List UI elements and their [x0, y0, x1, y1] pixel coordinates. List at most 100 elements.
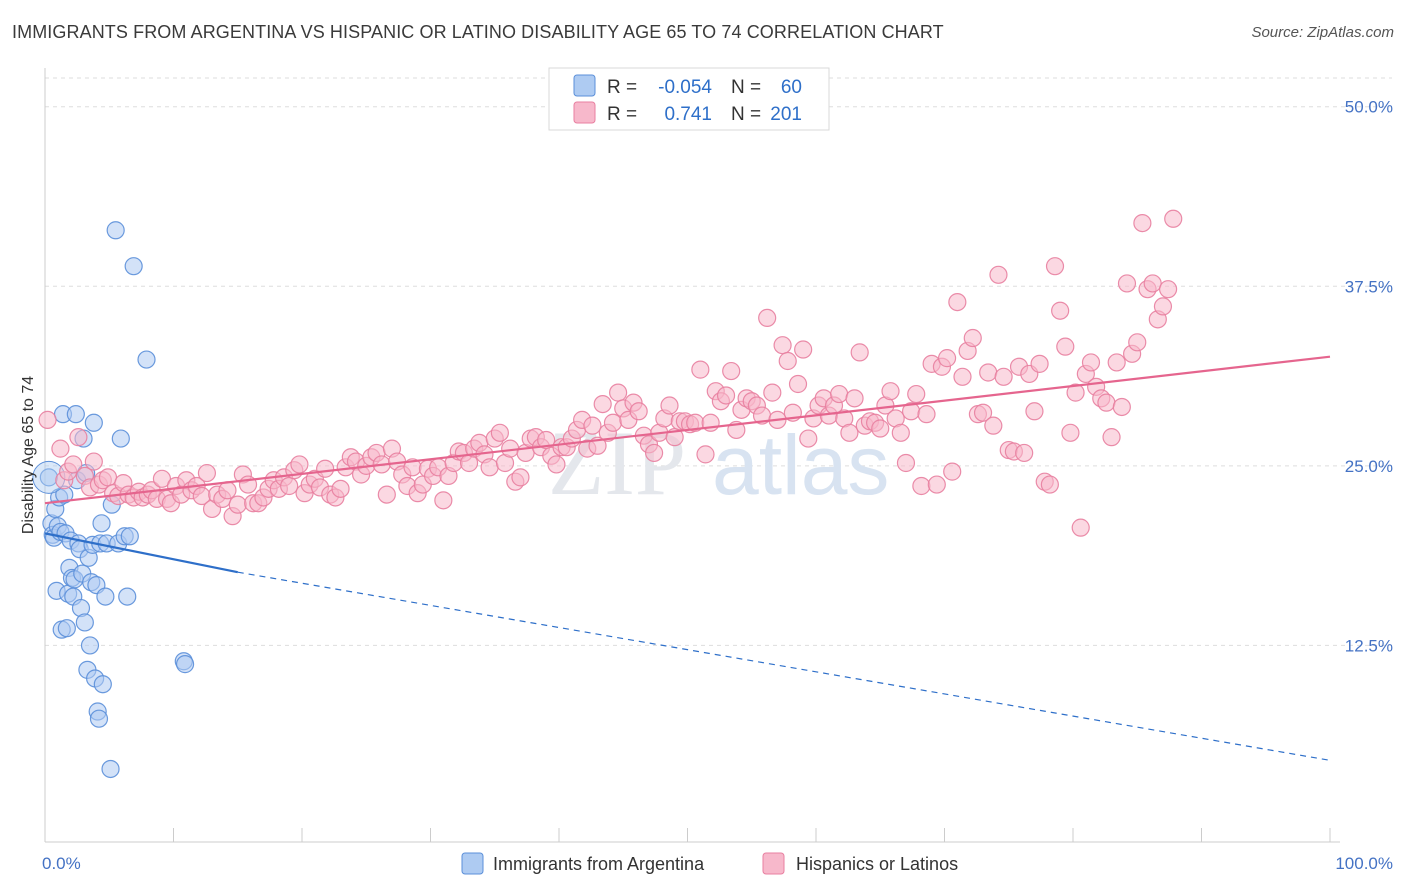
data-point-hispanic	[937, 349, 957, 368]
data-point-argentina	[120, 527, 139, 546]
grid-layer: 12.5% 25.0% 37.5% 50.0%	[45, 77, 1393, 655]
data-point-argentina	[75, 613, 94, 632]
legend-r-label: R =	[607, 77, 637, 98]
data-point-hispanic	[984, 416, 1003, 435]
data-point-argentina	[118, 587, 137, 606]
legend-r-value: -0.054	[658, 77, 712, 98]
data-point-hispanic	[490, 423, 509, 442]
data-point-hispanic	[152, 469, 172, 488]
data-point-hispanic	[1081, 353, 1101, 372]
data-point-hispanic	[644, 443, 664, 463]
data-point-hispanic	[218, 481, 237, 500]
data-point-hispanic	[907, 384, 926, 404]
data-point-hispanic	[881, 382, 900, 401]
bottom-legend-label-argentina: Immigrants from Argentina	[493, 854, 705, 874]
legend-n-label: N =	[731, 77, 761, 98]
trendline-argentina-dashed	[237, 571, 1331, 761]
data-point-hispanic	[1045, 257, 1065, 276]
data-point-hispanic	[778, 351, 797, 371]
data-point-hispanic	[603, 413, 623, 432]
data-point-hispanic	[1117, 274, 1137, 293]
data-point-hispanic	[963, 328, 982, 348]
bottom-legend-label-hispanic: Hispanics or Latinos	[796, 854, 958, 874]
data-point-hispanic	[1143, 274, 1162, 293]
data-point-hispanic	[891, 423, 910, 442]
legend-swatch-argentina	[573, 74, 596, 97]
axis-layer: 0.0% 100.0%	[42, 68, 1393, 873]
data-point-hispanic	[629, 402, 648, 421]
legend-bottom: Immigrants from Argentina Hispanics or L…	[461, 852, 958, 875]
data-point-argentina	[92, 514, 111, 533]
data-point-hispanic	[511, 468, 530, 487]
data-point-hispanic	[316, 459, 335, 478]
data-point-hispanic	[953, 367, 972, 386]
y-axis-label: Disability Age 65 to 74	[20, 376, 37, 534]
bottom-legend-swatch-hispanic	[762, 852, 785, 875]
trendline-hispanic	[44, 355, 1331, 505]
data-point-hispanic	[331, 479, 350, 498]
x-tick-label-max: 100.0%	[1335, 854, 1393, 873]
data-point-hispanic	[1025, 402, 1044, 421]
chart-source: Source: ZipAtlas.com	[1251, 24, 1394, 41]
data-point-hispanic	[840, 423, 859, 442]
data-point-hispanic	[547, 455, 566, 474]
y-tick-label: 25.0%	[1345, 457, 1393, 476]
legend-n-value: 201	[770, 104, 802, 125]
data-point-hispanic	[583, 416, 602, 435]
data-point-hispanic	[1015, 443, 1034, 463]
data-point-hispanic	[1061, 423, 1080, 442]
legend-r-label: R =	[607, 104, 637, 125]
data-point-hispanic	[609, 383, 628, 402]
legend-n-value: 60	[781, 77, 802, 98]
y-tick-label: 37.5%	[1345, 277, 1393, 296]
data-point-hispanic	[948, 293, 967, 312]
data-point-hispanic	[850, 343, 869, 362]
data-point-hispanic	[1153, 297, 1173, 316]
x-tick-label-min: 0.0%	[42, 854, 81, 873]
data-point-hispanic	[1112, 397, 1131, 417]
legend-top: R = -0.054 N = 60 R = 0.741 N = 201	[548, 67, 830, 131]
data-point-hispanic	[979, 363, 998, 382]
y-tick-label: 12.5%	[1345, 636, 1393, 655]
data-point-hispanic	[1097, 393, 1116, 412]
data-point-argentina	[80, 636, 100, 655]
legend-r-value: 0.741	[664, 104, 712, 125]
data-point-hispanic	[691, 360, 710, 379]
data-point-argentina	[106, 221, 125, 240]
data-point-hispanic	[64, 455, 83, 474]
data-point-hispanic	[788, 374, 808, 394]
data-point-hispanic	[197, 463, 217, 483]
data-point-hispanic	[722, 361, 741, 381]
data-point-argentina	[84, 413, 103, 432]
data-point-hispanic	[228, 495, 247, 514]
data-point-hispanic	[845, 389, 864, 408]
data-point-argentina	[111, 429, 130, 448]
data-point-hispanic	[1128, 333, 1147, 352]
legend-top-box	[548, 67, 830, 131]
data-point-hispanic	[1071, 518, 1090, 537]
trendline-argentina-solid	[44, 532, 238, 574]
data-point-hispanic	[758, 308, 777, 328]
data-point-hispanic	[1051, 301, 1070, 320]
data-point-hispanic	[1133, 213, 1152, 233]
data-point-hispanic	[1030, 354, 1049, 373]
data-point-hispanic	[1056, 337, 1075, 356]
data-point-hispanic	[989, 265, 1008, 284]
data-point-hispanic	[660, 396, 679, 415]
data-point-hispanic	[1066, 383, 1085, 402]
data-point-hispanic	[377, 485, 396, 504]
chart-title: IMMIGRANTS FROM ARGENTINA VS HISPANIC OR…	[12, 22, 944, 42]
data-point-hispanic	[1102, 428, 1121, 447]
data-point-hispanic	[1158, 280, 1178, 299]
legend-n-label: N =	[731, 104, 761, 125]
data-point-hispanic	[799, 429, 818, 448]
data-point-hispanic	[1040, 475, 1059, 494]
data-point-hispanic	[794, 340, 813, 359]
series-argentina-points	[32, 221, 195, 779]
data-point-argentina	[96, 587, 115, 606]
data-point-argentina	[93, 675, 112, 694]
data-point-hispanic	[1107, 353, 1126, 372]
data-point-argentina	[89, 709, 109, 728]
y-tick-label: 50.0%	[1345, 98, 1393, 117]
